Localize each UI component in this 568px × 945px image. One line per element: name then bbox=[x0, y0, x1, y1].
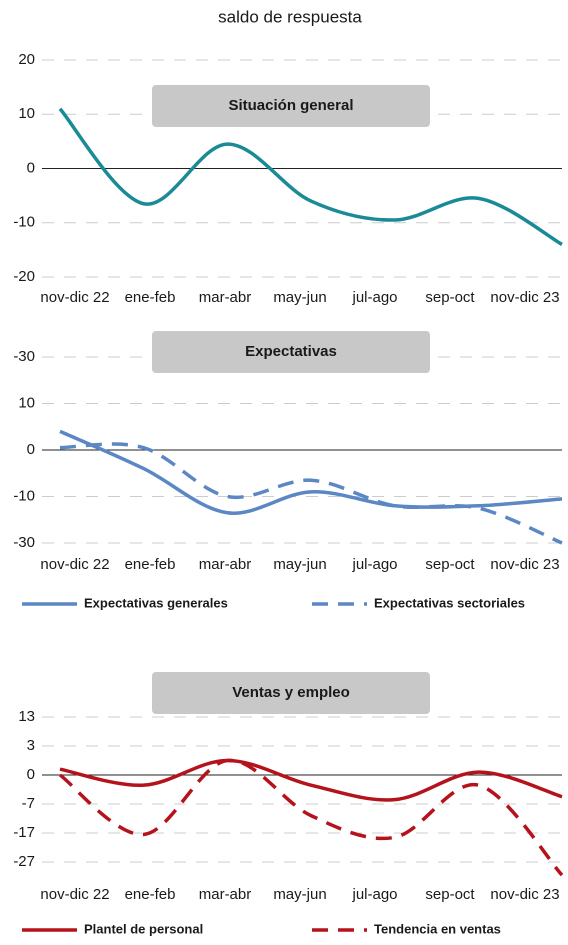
y-tick-label: -27 bbox=[13, 853, 35, 870]
y-tick-label: -10 bbox=[13, 487, 35, 504]
x-tick-label: mar-abr bbox=[199, 289, 252, 306]
x-tick-label: nov-dic 22 bbox=[40, 886, 109, 903]
line-series bbox=[59, 442, 563, 545]
x-tick-label: sep-oct bbox=[425, 289, 475, 306]
legend-label: Tendencia en ventas bbox=[374, 921, 501, 936]
y-tick-label: -30 bbox=[13, 534, 35, 551]
x-tick-label: jul-ago bbox=[351, 289, 397, 306]
y-tick-label: 0 bbox=[27, 766, 35, 783]
panel-title: Ventas y empleo bbox=[232, 684, 350, 701]
y-tick-label: 0 bbox=[27, 441, 35, 458]
y-tick-label: -10 bbox=[13, 214, 35, 231]
y-tick-label: -20 bbox=[13, 268, 35, 285]
title-box bbox=[152, 85, 430, 127]
y-tick-label: 3 bbox=[27, 737, 35, 754]
panel-title: Situación general bbox=[228, 97, 353, 114]
x-tick-label: may-jun bbox=[273, 289, 326, 306]
legend-label: Expectativas generales bbox=[84, 595, 228, 610]
x-tick-label: sep-oct bbox=[425, 886, 475, 903]
y-tick-label: -17 bbox=[13, 824, 35, 841]
x-tick-label: sep-oct bbox=[425, 556, 475, 573]
x-tick-label: mar-abr bbox=[199, 886, 252, 903]
line-series bbox=[59, 429, 563, 515]
legend-label: Plantel de personal bbox=[84, 921, 203, 936]
y-tick-label: 10 bbox=[18, 105, 35, 122]
line-series bbox=[59, 758, 563, 802]
y-tick-label: -7 bbox=[22, 795, 35, 812]
y-tick-label: 10 bbox=[18, 394, 35, 411]
title-box bbox=[152, 331, 430, 373]
y-tick-label: 0 bbox=[27, 159, 35, 176]
x-tick-label: nov-dic 22 bbox=[40, 289, 109, 306]
x-tick-label: ene-feb bbox=[125, 289, 176, 306]
panel-title: Expectativas bbox=[245, 343, 337, 360]
line-series bbox=[58, 758, 564, 877]
title-box bbox=[152, 672, 430, 714]
y-tick-label: 13 bbox=[18, 708, 35, 725]
line-series bbox=[58, 107, 563, 246]
y-tick-label: -30 bbox=[13, 348, 35, 365]
x-tick-label: may-jun bbox=[273, 556, 326, 573]
x-tick-label: jul-ago bbox=[351, 886, 397, 903]
x-tick-label: may-jun bbox=[273, 886, 326, 903]
x-tick-label: mar-abr bbox=[199, 556, 252, 573]
heading: saldo de respuesta bbox=[218, 7, 362, 26]
x-tick-label: nov-dic 22 bbox=[40, 556, 109, 573]
x-tick-label: ene-feb bbox=[125, 556, 176, 573]
x-tick-label: ene-feb bbox=[125, 886, 176, 903]
x-tick-label: nov-dic 23 bbox=[490, 556, 559, 573]
x-tick-label: jul-ago bbox=[351, 556, 397, 573]
x-tick-label: nov-dic 23 bbox=[490, 886, 559, 903]
y-tick-label: 20 bbox=[18, 51, 35, 68]
legend-label: Expectativas sectoriales bbox=[374, 595, 525, 610]
x-tick-label: nov-dic 23 bbox=[490, 289, 559, 306]
